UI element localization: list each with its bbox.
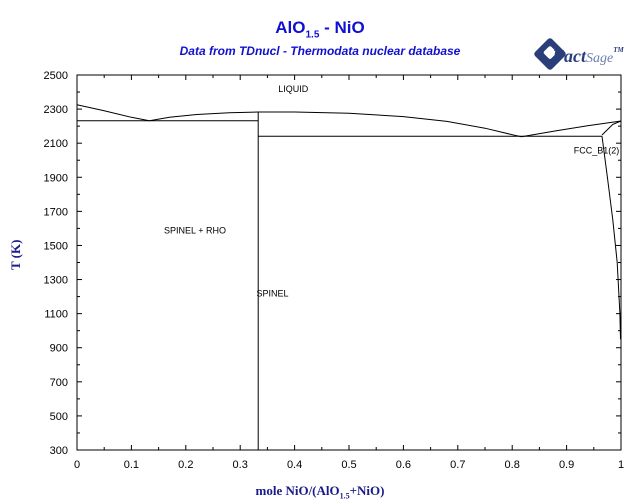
factsage-logo: FactSageTM [533,37,636,78]
x-tick-label: 0 [74,459,80,471]
x-tick-label: 0.5 [341,459,356,471]
phase-boundary-fcc-solvus [601,136,621,340]
x-tick-label: 0.9 [559,459,574,471]
y-tick-label: 900 [50,343,68,355]
x-tick-label: 1 [618,459,624,471]
x-tick-label: 0.6 [396,459,411,471]
region-label: SPINEL [257,289,289,299]
chart-title: AlO1.5 - NiO [275,18,365,41]
y-axis-label: T (K) [8,239,23,270]
y-tick-label: 300 [50,445,68,457]
region-label: SPINEL + RHO [164,226,226,236]
x-tick-label: 0.7 [450,459,465,471]
y-tick-label: 1300 [44,275,68,287]
y-tick-label: 1900 [44,172,68,184]
phase-boundary-liquidus-middle [149,111,522,138]
y-tick-label: 1100 [44,309,68,321]
y-tick-label: 2100 [44,138,68,150]
y-tick-label: 700 [50,377,68,389]
region-label: FCC_B1(2) [574,145,620,155]
x-tick-label: 0.4 [287,459,302,471]
plot-frame [76,74,622,451]
x-tick-label: 0.3 [233,459,248,471]
region-label: LIQUID [278,84,309,94]
y-tick-label: 1700 [44,206,68,218]
y-tick-label: 2300 [44,104,68,116]
phase-boundary-liquidus-right [521,120,622,138]
phase-boundary-liquidus-left [76,104,150,122]
x-tick-label: 0.2 [178,459,193,471]
x-tick-label: 0.8 [505,459,520,471]
y-tick-label: 500 [50,411,68,423]
chart-subtitle: Data from TDnucl - Thermodata nuclear da… [179,44,461,58]
y-tick-label: 2500 [44,70,68,82]
phase-boundary-solidus-fcc [601,120,622,136]
y-tick-label: 1500 [44,240,68,252]
x-axis-label: mole NiO/(AlO1.5+NiO) [255,483,385,501]
x-tick-label: 0.1 [124,459,139,471]
